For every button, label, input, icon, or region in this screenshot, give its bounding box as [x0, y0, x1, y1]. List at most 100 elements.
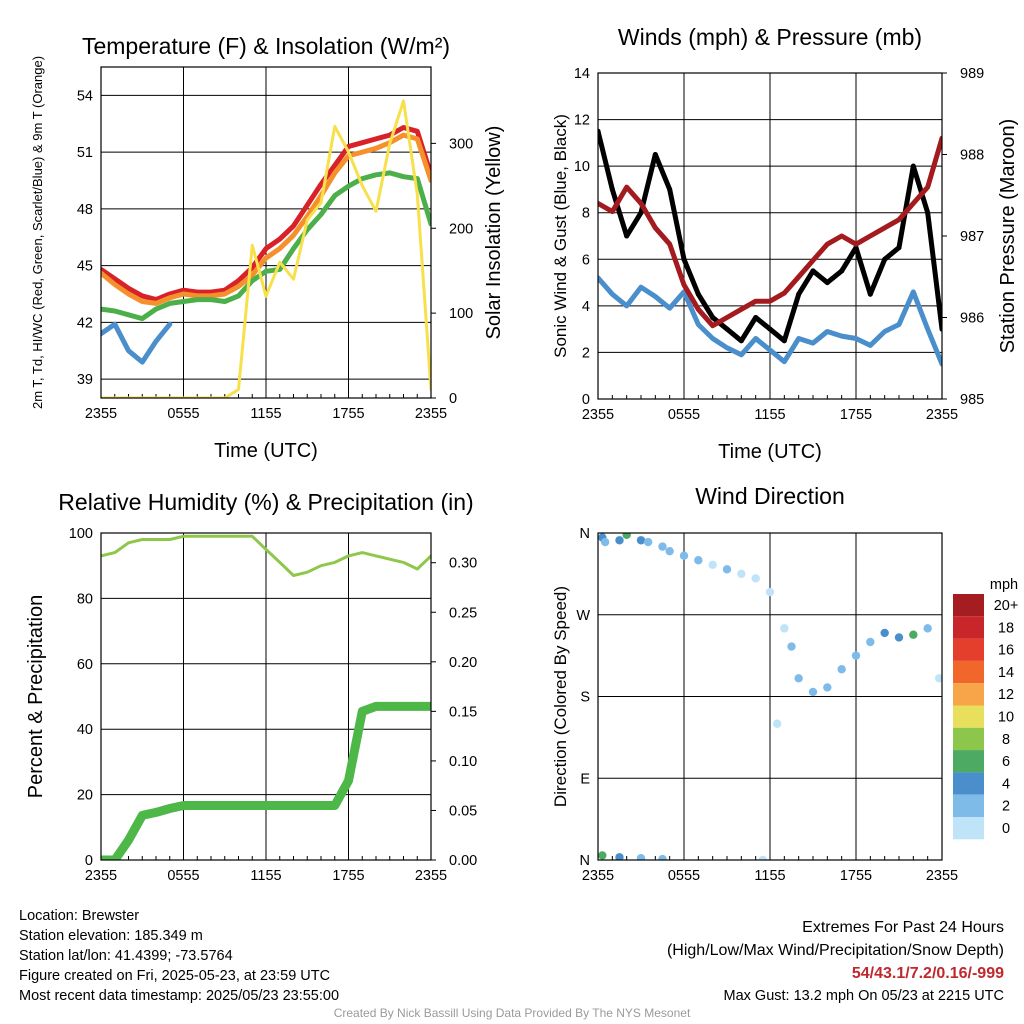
direction-point [808, 687, 818, 697]
legend-label: 16 [998, 643, 1014, 659]
y-tick-label: 8 [582, 206, 590, 222]
direction-point [823, 683, 832, 692]
series-solar-insolation [101, 99, 431, 398]
y2-tick-label: 200 [449, 221, 473, 237]
direction-point [851, 651, 861, 660]
plot-frame [100, 66, 432, 399]
y-tick-label: 0 [85, 853, 93, 869]
gust-point [667, 186, 673, 192]
y-tick-label: 40 [77, 722, 93, 738]
y-tick-label: 48 [77, 202, 93, 218]
extremes-values: 54/43.1/7.2/0.16/-999 [851, 965, 1004, 982]
x-tick-label: 1755 [332, 868, 364, 884]
extremes-panel: Extremes For Past 24 Hours (High/Low/Max… [667, 916, 1004, 1008]
y2-tick-label: 0.25 [449, 605, 477, 621]
gust-point [910, 163, 916, 169]
direction-point [772, 719, 782, 728]
direction-point [787, 642, 796, 651]
station-elevation: Station elevation: 185.349 m [19, 928, 203, 944]
y2-tick-label: 985 [960, 392, 984, 408]
series-9m-t [101, 132, 431, 306]
gust-point [638, 210, 644, 216]
y-tick-label: 39 [77, 372, 93, 388]
gust-point [753, 315, 759, 320]
plot-area [101, 534, 431, 860]
chart-panel-4 [597, 532, 943, 861]
direction-point [636, 853, 646, 860]
gust-point [738, 338, 744, 344]
direction-point [837, 665, 846, 674]
direction-point [658, 542, 667, 551]
chart-title: Wind Direction [695, 483, 845, 509]
direction-point [708, 560, 717, 569]
credit-line: Created By Nick Bassill Using Data Provi… [333, 1006, 691, 1020]
legend-label: 8 [1002, 732, 1010, 748]
x-tick-label: 2355 [415, 868, 447, 884]
y2-tick-label: 0.30 [449, 556, 477, 572]
y-tick-label: 2 [582, 345, 590, 361]
plot-frame [597, 72, 943, 400]
legend-swatch [953, 705, 984, 728]
y2-tick-label: 988 [960, 148, 984, 164]
x-tick-label: 1155 [250, 868, 281, 884]
y-tick-label: 10 [574, 159, 590, 175]
gust-point [624, 233, 630, 239]
direction-point [751, 574, 760, 583]
direction-point [598, 851, 607, 860]
series-2m-t [101, 125, 431, 303]
y-tick-label: S [580, 690, 590, 706]
x-tick-label: 2355 [926, 868, 958, 884]
legend-label: 4 [1002, 776, 1010, 792]
x-tick-label: 2355 [85, 868, 117, 884]
y2-tick-label: 986 [960, 311, 984, 327]
chart-panel-2 [597, 72, 947, 400]
y-tick-label: 45 [77, 259, 93, 275]
y-tick-label: 42 [77, 315, 93, 331]
plot-frame [597, 532, 943, 861]
y-tick-label: 6 [582, 252, 590, 268]
y2-tick-label: 0 [449, 391, 457, 407]
y2-tick-label: 0.00 [449, 853, 477, 869]
x-tick-label: 0555 [668, 407, 700, 423]
direction-point [765, 587, 775, 597]
direction-point [615, 536, 624, 545]
y-axis-label: Percent & Precipitation [25, 595, 47, 798]
series-sonic-wind [598, 275, 942, 367]
gust-point [781, 338, 787, 344]
plot-area [101, 99, 431, 398]
y-tick-label: 0 [582, 392, 590, 408]
gust-point [882, 256, 888, 262]
chart-panel-1 [100, 66, 436, 399]
max-gust: Max Gust: 13.2 mph On 05/23 at 2215 UTC [723, 988, 1004, 1004]
legend-swatch [953, 794, 984, 817]
x-tick-label: 1755 [840, 407, 872, 423]
gust-point [939, 326, 942, 332]
station-location: Location: Brewster [19, 908, 140, 924]
y2-tick-label: 987 [960, 229, 984, 245]
y2-tick-label: 0.05 [449, 803, 477, 819]
gust-point [925, 210, 931, 216]
series-station-pressure [598, 135, 942, 329]
station-info: Location: Brewster Station elevation: 18… [19, 906, 339, 1006]
direction-point [722, 565, 732, 574]
legend-swatch [953, 594, 984, 617]
gust-point [810, 268, 816, 274]
legend-label: 6 [1002, 754, 1010, 770]
legend-swatch [953, 638, 984, 661]
direction-point [780, 624, 789, 633]
y2-tick-label: 0.15 [449, 704, 477, 720]
direction-point [665, 546, 674, 556]
series-td [101, 170, 431, 322]
y-tick-label: N [580, 526, 590, 542]
legend-swatch [953, 616, 984, 639]
legend-swatch [953, 683, 984, 706]
station-latlon: Station lat/lon: 41.4399; -73.5764 [19, 948, 233, 964]
legend-label: 20+ [994, 598, 1019, 614]
direction-point [894, 633, 904, 642]
y-tick-label: 60 [77, 657, 93, 673]
legend-label: 10 [998, 710, 1014, 726]
direction-point [909, 630, 918, 639]
x-tick-label: 1755 [332, 406, 364, 422]
y2-tick-label: 0.10 [449, 754, 477, 770]
direction-point [600, 537, 610, 547]
